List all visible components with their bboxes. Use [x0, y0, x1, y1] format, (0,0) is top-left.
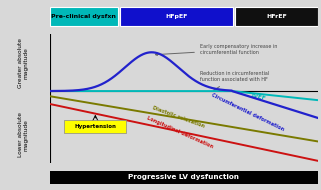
Text: Lower absolute
magnitude: Lower absolute magnitude: [18, 112, 28, 158]
Bar: [120, 7, 233, 26]
Text: Reduction in circumferential
function associated with HF: Reduction in circumferential function as…: [200, 71, 269, 90]
FancyBboxPatch shape: [65, 120, 126, 133]
Text: Progressive LV dysfunction: Progressive LV dysfunction: [128, 174, 239, 180]
Text: LVEF: LVEF: [251, 93, 267, 101]
Text: Early compensatory increase in
circumferential function: Early compensatory increase in circumfer…: [155, 44, 277, 55]
Bar: [50, 7, 118, 26]
Bar: [50, 171, 318, 184]
Text: Longitudinal deformation: Longitudinal deformation: [146, 116, 214, 149]
Text: Greater absolute
magnitude: Greater absolute magnitude: [18, 38, 28, 88]
Bar: [235, 7, 318, 26]
Text: Pre-clinical dysfxn: Pre-clinical dysfxn: [51, 14, 117, 19]
Text: HFpEF: HFpEF: [166, 14, 188, 19]
Text: Circumferential deformation: Circumferential deformation: [211, 92, 285, 131]
Text: Diastolic relaxation: Diastolic relaxation: [152, 105, 205, 129]
Text: HFrEF: HFrEF: [266, 14, 287, 19]
Text: Hypertension: Hypertension: [74, 124, 116, 129]
